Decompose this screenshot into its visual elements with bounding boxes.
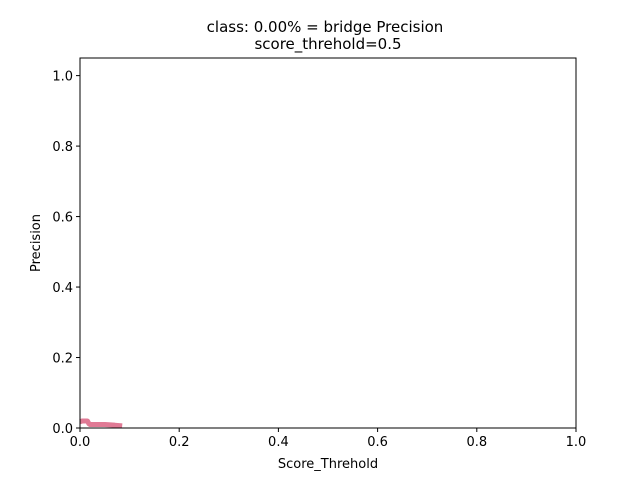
chart-subtitle: score_threhold=0.5 <box>254 35 401 54</box>
x-tick-label: 1.0 <box>566 435 587 450</box>
axis-ticks: 0.0 0.2 0.4 0.6 0.8 1.0 0.0 0.2 0.4 0.6 0.8 1.0 <box>52 70 586 450</box>
y-tick-label: 0.8 <box>52 140 73 155</box>
x-tick-label: 0.6 <box>367 435 388 450</box>
x-tick-label: 0.2 <box>169 435 190 450</box>
y-tick-label: 1.0 <box>52 70 73 85</box>
y-tick-label: 0.0 <box>52 422 73 437</box>
y-axis-label: Precision <box>29 214 44 272</box>
series-line-0 <box>79 418 123 429</box>
plot-frame <box>79 57 577 429</box>
chart-title: class: 0.00% = bridge Precision <box>207 18 444 36</box>
x-tick-label: 0.4 <box>268 435 289 450</box>
x-axis-label: Score_Threhold <box>278 457 378 472</box>
x-tick-label: 0.8 <box>466 435 487 450</box>
y-tick-label: 0.2 <box>52 352 73 367</box>
y-tick-label: 0.4 <box>52 281 73 296</box>
plot-area <box>79 418 123 429</box>
y-tick-label: 0.6 <box>52 211 73 226</box>
x-tick-label: 0.0 <box>70 435 91 450</box>
